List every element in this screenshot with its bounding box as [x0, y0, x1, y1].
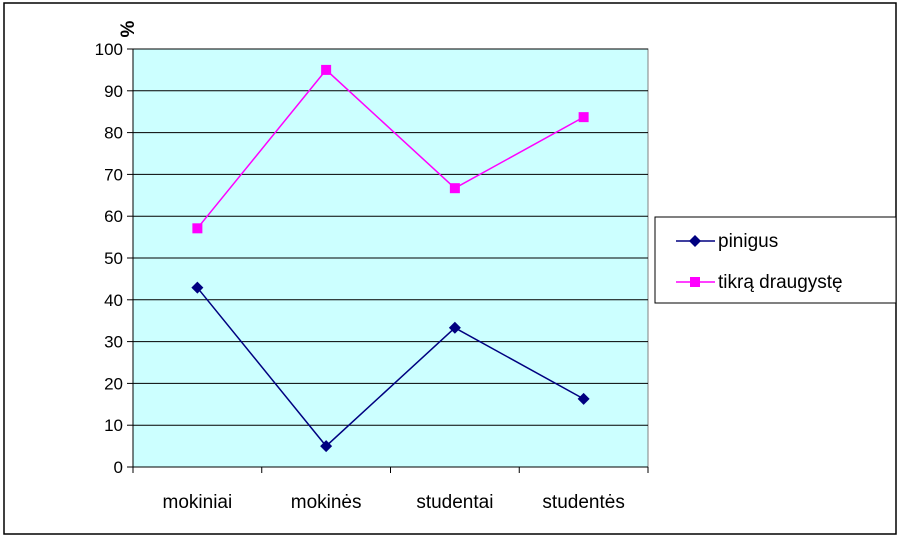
- data-point: [320, 440, 333, 453]
- y-tick-label: 100: [95, 40, 123, 59]
- y-tick-label: 60: [104, 207, 123, 226]
- legend-marker: [690, 277, 700, 287]
- data-point: [191, 281, 204, 294]
- x-tick-labels: mokiniai mokinės studentai studentės: [163, 492, 625, 513]
- y-tick-labels: 0 10 20 30 40 50 60 70 80 90 100: [95, 40, 123, 477]
- legend-item-2: tikrą draugystę: [676, 272, 843, 293]
- series-2: [192, 64, 589, 234]
- legend-box: [654, 216, 897, 304]
- gridlines: [133, 48, 648, 426]
- y-tick-label: 10: [104, 416, 123, 435]
- legend-label: tikrą draugystę: [718, 272, 843, 293]
- series-line: [196, 68, 584, 229]
- y-tick-label: 90: [104, 82, 123, 101]
- series-1: [191, 281, 590, 453]
- data-point: [449, 183, 460, 194]
- y-axis-label: %: [118, 20, 139, 37]
- y-tick-label: 80: [104, 124, 123, 143]
- x-tick-label: studentai: [416, 492, 493, 513]
- x-tick-label: mokinės: [291, 492, 362, 513]
- data-point: [448, 321, 461, 334]
- axes: [127, 48, 649, 473]
- legend-label: pinigus: [718, 231, 778, 252]
- y-tick-label: 50: [104, 249, 123, 268]
- legend-marker: [689, 235, 701, 247]
- y-tick-label: 20: [104, 374, 123, 393]
- data-point: [578, 112, 589, 123]
- data-point: [321, 64, 332, 75]
- data-point: [577, 392, 590, 405]
- legend-item-1: pinigus: [676, 231, 778, 252]
- y-tick-label: 70: [104, 165, 123, 184]
- y-tick-label: 40: [104, 291, 123, 310]
- data-point: [192, 223, 203, 234]
- y-tick-label: 0: [114, 458, 123, 477]
- series-line: [196, 287, 584, 448]
- legend: pinigus tikrą draugystę: [654, 216, 897, 304]
- x-tick-label: studentės: [542, 492, 624, 513]
- y-tick-label: 30: [104, 333, 123, 352]
- series-group: [191, 64, 590, 453]
- x-tick-label: mokiniai: [163, 492, 233, 513]
